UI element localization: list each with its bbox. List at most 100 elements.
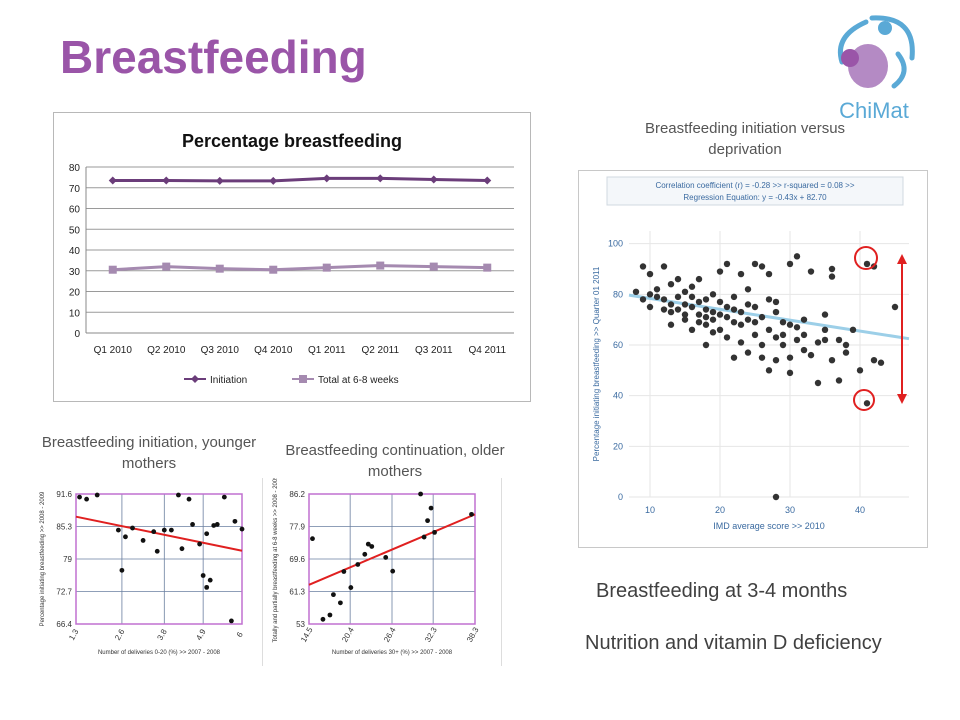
data-point bbox=[716, 268, 724, 275]
data-point bbox=[119, 567, 125, 573]
data-point-initiation bbox=[322, 174, 331, 183]
data-point-total bbox=[269, 265, 278, 274]
data-point bbox=[688, 326, 696, 333]
y-tick-label: 50 bbox=[69, 225, 81, 236]
x-tick-label: Q4 2010 bbox=[254, 345, 293, 356]
data-point bbox=[786, 354, 794, 361]
data-point bbox=[842, 349, 850, 356]
data-point bbox=[821, 311, 829, 318]
data-point bbox=[730, 354, 738, 361]
data-point bbox=[639, 263, 647, 270]
data-point bbox=[695, 298, 703, 306]
data-point bbox=[737, 339, 745, 346]
data-point bbox=[94, 492, 100, 498]
chimat-logo: ChiMat bbox=[820, 14, 930, 124]
data-point bbox=[723, 260, 731, 268]
x-tick-label: 30 bbox=[785, 505, 795, 515]
data-point bbox=[772, 334, 780, 341]
data-point bbox=[667, 281, 675, 288]
data-point bbox=[190, 522, 195, 527]
data-point bbox=[702, 296, 710, 303]
data-point bbox=[814, 379, 822, 387]
series-line bbox=[112, 264, 488, 272]
percentage-breastfeeding-chart: Percentage breastfeeding 0 10 20 30 40 50 60 70 8… bbox=[69, 131, 514, 386]
note-3-4-months: Breastfeeding at 3-4 months bbox=[596, 580, 848, 602]
data-point-initiation bbox=[429, 175, 438, 184]
data-point bbox=[779, 331, 787, 339]
data-point bbox=[807, 268, 815, 275]
data-point bbox=[421, 534, 427, 540]
older-mothers-scatter: 14.5 20.4 26.4 32.3 38.35361.369.677.986.2Nu… bbox=[273, 475, 481, 656]
data-point bbox=[674, 306, 682, 313]
data-point bbox=[807, 351, 815, 359]
x-tick-label: 38.3 bbox=[465, 625, 481, 643]
older-chart-frame: 14.5 20.4 26.4 32.3 38.3 53 61.3 69.6 77.9 86.2 Nu… bbox=[262, 475, 502, 666]
data-point bbox=[751, 303, 759, 311]
data-point bbox=[176, 492, 181, 498]
data-point bbox=[151, 529, 157, 535]
data-point bbox=[310, 536, 315, 542]
data-point bbox=[77, 494, 82, 500]
x-tick-label: 40 bbox=[855, 505, 865, 515]
y-axis-label: Percentage initiating breastfeeding >> Q… bbox=[592, 266, 601, 461]
data-point bbox=[362, 551, 368, 557]
legend-label: Total at 6-8 weeks bbox=[318, 375, 399, 386]
data-point bbox=[632, 288, 640, 295]
y-tick-label: 30 bbox=[69, 267, 81, 278]
data-point bbox=[772, 298, 780, 306]
data-point bbox=[161, 527, 167, 533]
stats-correlation: Correlation coefficient (r) = -0.28 >> r… bbox=[655, 181, 854, 190]
data-point bbox=[744, 301, 752, 308]
data-point bbox=[744, 286, 752, 293]
data-point bbox=[425, 518, 430, 524]
data-point-total bbox=[162, 262, 171, 271]
data-point-initiation bbox=[376, 174, 385, 183]
data-point bbox=[772, 493, 780, 501]
data-point bbox=[341, 569, 347, 574]
data-point bbox=[772, 308, 780, 316]
data-point bbox=[140, 538, 146, 543]
data-point bbox=[337, 600, 343, 606]
highlight-circle-bottom bbox=[853, 389, 875, 411]
data-point-total bbox=[483, 263, 492, 272]
data-point bbox=[84, 496, 89, 502]
x-tick-label: 20.4 bbox=[340, 625, 356, 643]
data-point bbox=[432, 529, 437, 535]
x-tick-label: 3.8 bbox=[155, 627, 169, 642]
data-point bbox=[772, 357, 780, 364]
data-point bbox=[130, 525, 135, 531]
data-point bbox=[709, 291, 717, 298]
data-point-total bbox=[108, 265, 117, 274]
data-point bbox=[765, 326, 773, 333]
data-point bbox=[793, 253, 801, 260]
data-point-initiation bbox=[162, 176, 171, 185]
data-point bbox=[821, 336, 829, 344]
data-point bbox=[331, 592, 336, 598]
data-point bbox=[744, 349, 752, 356]
data-point bbox=[355, 562, 361, 567]
data-point bbox=[709, 329, 717, 336]
x-tick-label: Q1 2010 bbox=[94, 345, 133, 356]
younger-chart-frame: 1.3 2.6 3.8 4.9 6 66.4 72.7 79 85.3 91.6 Number of… bbox=[30, 478, 269, 666]
data-point bbox=[716, 298, 724, 306]
y-tick-label: 0 bbox=[618, 492, 623, 502]
data-point bbox=[653, 293, 661, 301]
data-point bbox=[688, 283, 696, 290]
data-point bbox=[200, 573, 206, 578]
data-point bbox=[751, 260, 759, 268]
data-point bbox=[667, 308, 675, 316]
data-point bbox=[709, 316, 717, 323]
data-point bbox=[751, 331, 759, 339]
legend-label: Initiation bbox=[210, 375, 247, 386]
data-point bbox=[758, 313, 766, 321]
y-tick-label: 61.3 bbox=[289, 588, 305, 597]
regression-line bbox=[308, 513, 476, 586]
data-point-initiation bbox=[483, 176, 492, 185]
data-point bbox=[842, 341, 850, 349]
y-tick-label: 80 bbox=[69, 163, 81, 174]
data-point bbox=[702, 321, 710, 328]
x-tick-label: 4.9 bbox=[194, 627, 208, 642]
deprivation-chart-frame: Correlation coefficient (r) = -0.28 >> r… bbox=[578, 170, 928, 548]
data-point bbox=[688, 303, 696, 311]
data-point bbox=[863, 400, 871, 407]
